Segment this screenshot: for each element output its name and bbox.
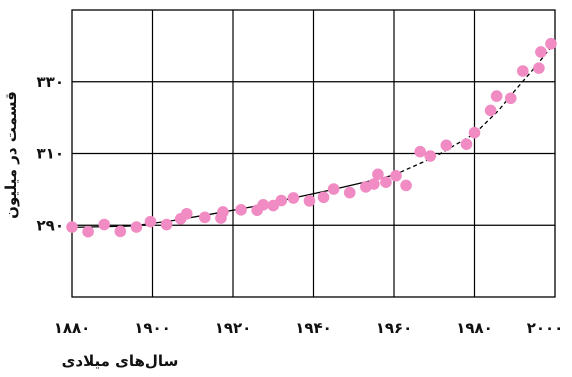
data-point bbox=[484, 104, 497, 117]
y-tick-label: ۳۱۰ bbox=[37, 145, 64, 163]
y-tick-label: ۲۹۰ bbox=[37, 216, 64, 234]
data-point bbox=[380, 176, 392, 188]
data-point bbox=[440, 139, 453, 152]
data-point bbox=[82, 225, 94, 238]
data-point bbox=[460, 138, 473, 150]
data-point bbox=[114, 225, 127, 238]
x-axis-title: سال‌های میلادی bbox=[62, 352, 179, 370]
data-point bbox=[390, 169, 402, 182]
data-point bbox=[66, 221, 78, 233]
x-tick-label: ۱۹۰۰ bbox=[134, 319, 171, 337]
data-point bbox=[317, 191, 330, 204]
x-tick-labels: ۱۸۸۰ ۱۹۰۰ ۱۹۲۰ ۱۹۴۰ ۱۹۶۰ ۱۹۸۰ ۲۰۰۰ bbox=[54, 319, 564, 337]
data-point bbox=[535, 46, 547, 58]
data-point bbox=[327, 183, 340, 195]
data-point bbox=[303, 195, 316, 207]
grid bbox=[71, 9, 556, 298]
data-point bbox=[343, 186, 356, 199]
data-points bbox=[66, 37, 557, 238]
data-point bbox=[287, 192, 300, 204]
x-tick-label: ۱۹۲۰ bbox=[215, 319, 252, 337]
x-tick-label: ۱۹۶۰ bbox=[376, 319, 413, 337]
data-point bbox=[275, 194, 288, 207]
y-tick-label: ۳۳۰ bbox=[37, 73, 64, 91]
data-point bbox=[504, 92, 517, 105]
x-tick-label: ۱۹۸۰ bbox=[456, 319, 493, 337]
data-point bbox=[217, 206, 229, 218]
data-point bbox=[160, 218, 173, 231]
y-axis-title: قسمت در میلیون bbox=[2, 91, 20, 219]
data-point bbox=[130, 221, 143, 233]
data-point bbox=[490, 90, 503, 102]
data-point bbox=[257, 199, 269, 211]
data-point bbox=[468, 126, 481, 139]
data-point bbox=[414, 145, 426, 158]
data-point bbox=[180, 207, 193, 220]
data-point bbox=[368, 178, 380, 190]
data-point bbox=[372, 168, 384, 181]
data-point bbox=[545, 37, 557, 50]
data-point bbox=[235, 204, 247, 216]
data-point bbox=[517, 65, 529, 77]
x-tick-label: ۲۰۰۰ bbox=[527, 319, 564, 337]
data-point bbox=[533, 62, 545, 74]
x-tick-label: ۱۹۴۰ bbox=[295, 319, 332, 337]
data-point bbox=[199, 211, 211, 224]
data-point bbox=[98, 218, 110, 231]
data-point bbox=[400, 179, 412, 192]
y-tick-labels: ۲۹۰ ۳۱۰ ۳۳۰ bbox=[37, 73, 64, 235]
data-point bbox=[424, 150, 437, 162]
data-point bbox=[144, 215, 157, 228]
x-tick-label: ۱۸۸۰ bbox=[54, 319, 91, 337]
